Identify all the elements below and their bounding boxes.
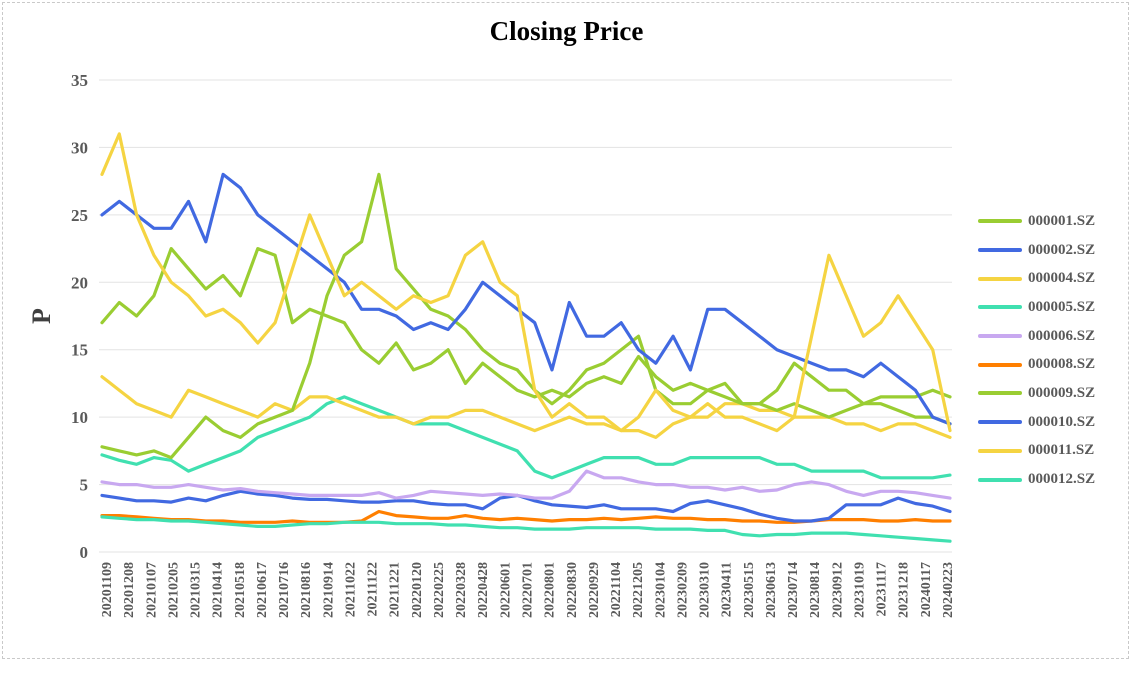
series-line-000012.SZ (100, 515, 952, 543)
x-tick-label: 20220929 (587, 562, 602, 618)
chart-title: Closing Price (489, 16, 644, 46)
x-tick-label: 20210315 (189, 562, 204, 618)
legend-swatch (978, 448, 1022, 453)
x-tick-label: 20230613 (764, 562, 779, 618)
series-line-000009.SZ (100, 172, 952, 460)
x-tick-label: 20201109 (100, 562, 115, 617)
y-tick-label: 25 (71, 206, 88, 225)
legend-item: 000011.SZ (978, 437, 1095, 466)
x-tick-label: 20240223 (941, 562, 956, 618)
x-tick-label: 20230714 (786, 562, 801, 618)
series-line-000005.SZ (100, 395, 952, 480)
legend-swatch (978, 219, 1022, 224)
legend-label: 000002.SZ (1028, 241, 1096, 258)
x-tick-label: 20211022 (343, 562, 358, 617)
x-tick-label: 20240117 (919, 562, 934, 617)
x-tick-label: 20210414 (211, 562, 226, 618)
legend-label: 000010.SZ (1028, 413, 1096, 430)
y-tick-label: 20 (71, 273, 88, 292)
y-tick-label: 5 (80, 476, 89, 495)
legend-item: 000012.SZ (978, 465, 1095, 494)
x-tick-label: 20220701 (521, 562, 536, 618)
legend-item: 000010.SZ (978, 408, 1095, 437)
x-tick-label: 20221205 (631, 562, 646, 618)
x-tick-label: 20231019 (852, 562, 867, 618)
legend-item: 000004.SZ (978, 264, 1095, 293)
x-tick-label: 20230411 (720, 562, 735, 617)
legend-swatch (978, 420, 1022, 425)
x-tick-label: 20220428 (476, 562, 491, 618)
x-tick-label: 20210518 (233, 562, 248, 618)
legend-label: 000005.SZ (1028, 298, 1096, 315)
x-tick-label: 20210107 (144, 562, 159, 618)
series-line-000011.SZ (100, 375, 952, 439)
legend-swatch (978, 276, 1022, 281)
legend-swatch (978, 391, 1022, 396)
x-tick-label: 20230310 (698, 562, 713, 618)
legend-label: 000011.SZ (1028, 442, 1095, 459)
y-tick-label: 30 (71, 138, 88, 157)
x-tick-label: 20220120 (410, 562, 425, 618)
x-tick-label: 20230104 (653, 562, 668, 618)
legend-swatch (978, 477, 1022, 482)
legend-swatch (978, 248, 1022, 253)
x-tick-label: 20210816 (299, 562, 314, 618)
legend-label: 000012.SZ (1028, 471, 1096, 488)
series-line-000001.SZ (100, 247, 952, 419)
legend-label: 000009.SZ (1028, 384, 1096, 401)
x-tick-label: 20221104 (609, 562, 624, 617)
y-tick-label: 35 (71, 71, 88, 90)
x-tick-label: 20220328 (454, 562, 469, 618)
legend-item: 000001.SZ (978, 207, 1095, 236)
legend-swatch (978, 334, 1022, 339)
x-tick-label: 20230209 (675, 562, 690, 618)
legend-item: 000006.SZ (978, 322, 1095, 351)
y-tick-label: 0 (80, 543, 89, 562)
legend-item: 000009.SZ (978, 379, 1095, 408)
x-tick-label: 20220225 (432, 562, 447, 618)
series-line-000004.SZ (100, 132, 952, 433)
legend-label: 000008.SZ (1028, 356, 1096, 373)
y-axis-ticks: 0 5 10 15 20 25 30 35 (71, 71, 88, 562)
x-tick-label: 20211122 (366, 562, 381, 616)
series-lines (100, 132, 952, 543)
y-tick-label: 15 (71, 341, 88, 360)
legend-swatch (978, 305, 1022, 310)
x-tick-label: 20231117 (875, 562, 890, 616)
x-tick-label: 20211221 (388, 562, 403, 617)
x-tick-label: 20220801 (543, 562, 558, 618)
legend-label: 000001.SZ (1028, 212, 1096, 229)
series-line-000006.SZ (100, 469, 952, 500)
legend: 000001.SZ 000002.SZ 000004.SZ 000005.SZ 0000… (978, 207, 1095, 494)
legend-label: 000004.SZ (1028, 270, 1096, 287)
x-tick-label: 20210716 (277, 562, 292, 618)
x-tick-label: 20201208 (122, 562, 137, 618)
x-tick-label: 20210617 (255, 562, 270, 618)
legend-item: 000008.SZ (978, 350, 1095, 379)
legend-swatch (978, 362, 1022, 367)
x-tick-label: 20210914 (321, 562, 336, 618)
y-axis-label: P (27, 308, 56, 324)
chart-frame (2, 2, 1129, 659)
x-axis-ticks: 20201109 20201208 20210107 20210205 20210315… (100, 562, 956, 618)
x-tick-label: 20220601 (498, 562, 513, 618)
x-tick-label: 20210205 (166, 562, 181, 618)
y-tick-label: 10 (71, 408, 88, 427)
x-tick-label: 20231218 (897, 562, 912, 618)
x-tick-label: 20230515 (742, 562, 757, 618)
legend-item: 000002.SZ (978, 236, 1095, 265)
x-tick-label: 20220830 (565, 562, 580, 618)
x-tick-label: 20230814 (808, 562, 823, 618)
legend-label: 000006.SZ (1028, 327, 1096, 344)
legend-item: 000005.SZ (978, 293, 1095, 322)
series-line-000002.SZ (100, 172, 952, 426)
x-tick-label: 20230912 (830, 562, 845, 618)
